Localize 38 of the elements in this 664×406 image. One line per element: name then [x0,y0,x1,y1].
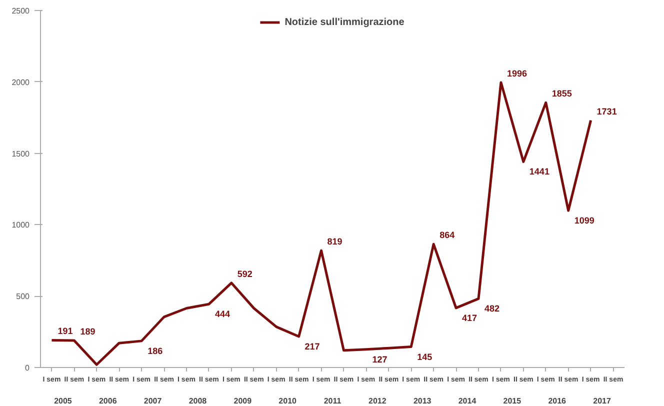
text: 2006 [98,396,118,406]
data-label: 864 [440,230,455,240]
text: 2010 [278,396,298,406]
data-label: 191 [58,326,73,336]
data-label: 186 [148,346,163,356]
data-label: 1099 [574,216,594,226]
y-tick-label: 0 [25,364,30,372]
data-label: 145 [417,352,432,362]
text: 2008 [188,396,208,406]
text: 2011 [324,396,342,406]
data-label: 127 [372,354,388,364]
text: 2007 [144,396,162,406]
text: 2012 [368,396,387,406]
data-label: 1731 [596,106,617,116]
text: 2013 [413,396,432,406]
data-label: 592 [237,268,252,279]
data-label: 444 [214,309,230,320]
y-tick-label: 500 [16,292,30,302]
data-label: 1855 [552,88,572,99]
text: 2009 [234,396,252,406]
legend-label: Notizie sull'immigrazione [284,16,404,28]
data-label: 1996 [506,68,527,78]
y-tick-label: 1000 [12,220,30,230]
text: 2005 [54,396,72,406]
line-series [50,81,592,366]
data-label: 1441 [529,166,550,177]
data-label: 189 [80,326,96,337]
y-tick-label: 2000 [12,78,30,87]
data-label: 482 [484,304,500,314]
text: 2015 [503,396,522,406]
y-tick-label: 1500 [12,149,30,158]
text: 2017 [593,396,612,406]
data-label: 217 [304,342,320,352]
data-label: 417 [462,312,478,323]
data-label: 819 [327,236,342,247]
text: 2014 [458,396,477,406]
text: 2016 [548,396,567,406]
y-tick-label: 2500 [12,6,30,16]
